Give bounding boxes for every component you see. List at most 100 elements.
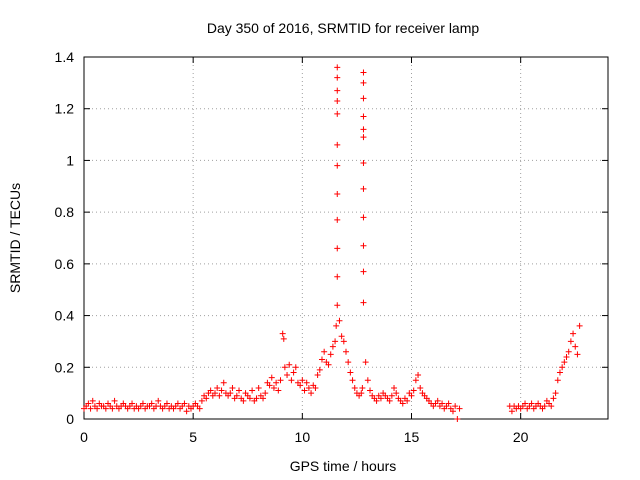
plot-frame (83, 56, 609, 420)
data-point (360, 79, 367, 86)
data-point (360, 242, 367, 249)
data-point (270, 384, 277, 391)
data-point (214, 384, 221, 391)
data-point (393, 390, 400, 397)
data-point (334, 110, 341, 117)
data-point (360, 214, 367, 221)
data-point (279, 330, 286, 337)
data-point (94, 405, 101, 412)
data-point (351, 384, 358, 391)
data-point (148, 400, 155, 407)
data-point (360, 113, 367, 120)
data-point (452, 403, 459, 410)
data-point (561, 359, 568, 366)
data-point (373, 397, 380, 404)
data-point (391, 384, 398, 391)
data-point (334, 97, 341, 104)
data-point (345, 359, 352, 366)
data-point (556, 369, 563, 376)
data-point (347, 369, 354, 376)
data-point (292, 364, 299, 371)
data-point (528, 400, 535, 407)
data-point (203, 395, 210, 402)
y-tick-label: 0.8 (55, 204, 75, 220)
data-point (334, 87, 341, 94)
data-point (181, 400, 188, 407)
data-point (277, 377, 284, 384)
data-point (449, 408, 456, 415)
data-point (570, 330, 577, 337)
y-tick-label: 0.2 (55, 359, 75, 375)
data-point (229, 384, 236, 391)
data-point (333, 322, 340, 329)
data-point (349, 377, 356, 384)
data-point (360, 160, 367, 167)
data-point (417, 384, 424, 391)
data-point (338, 333, 345, 340)
data-point (360, 268, 367, 275)
data-point (207, 387, 214, 394)
data-point (253, 395, 260, 402)
data-point (268, 374, 275, 381)
data-point (576, 322, 583, 329)
data-point (109, 405, 116, 412)
data-point (266, 382, 273, 389)
data-point (541, 403, 548, 410)
data-point (574, 351, 581, 358)
data-point (410, 387, 417, 394)
data-point (360, 185, 367, 192)
y-tick-label: 1 (66, 152, 74, 168)
data-point (554, 377, 561, 384)
data-point (334, 141, 341, 148)
data-point (297, 382, 304, 389)
data-point (316, 366, 323, 373)
data-point (233, 392, 240, 399)
data-point (334, 245, 341, 252)
data-point (404, 397, 411, 404)
data-point (321, 348, 328, 355)
data-point (196, 405, 203, 412)
data-point (327, 351, 334, 358)
data-point (102, 405, 109, 412)
data-point (280, 335, 287, 342)
data-point (281, 364, 288, 371)
data-point (246, 395, 253, 402)
data-point (445, 400, 452, 407)
data-point (508, 408, 515, 415)
data-point (220, 379, 227, 386)
y-axis-label: SRMTID / TECUs (7, 183, 23, 293)
data-point (255, 384, 262, 391)
data-point (334, 162, 341, 169)
x-tick-label: 0 (80, 429, 88, 445)
chart-title: Day 350 of 2016, SRMTID for receiver lam… (207, 20, 480, 36)
data-point (412, 377, 419, 384)
data-point (288, 377, 295, 384)
data-point (334, 191, 341, 198)
data-point (565, 348, 572, 355)
data-point (301, 387, 308, 394)
y-tick-label: 0.4 (55, 308, 75, 324)
data-points (81, 64, 583, 422)
data-point (360, 95, 367, 102)
x-tick-label: 20 (513, 429, 529, 445)
data-point (399, 400, 406, 407)
data-point (334, 64, 341, 71)
data-point (386, 397, 393, 404)
data-point (139, 400, 146, 407)
data-point (559, 364, 566, 371)
data-point (456, 405, 463, 412)
data-point (358, 390, 365, 397)
data-point (286, 361, 293, 368)
data-point (212, 390, 218, 397)
data-point (415, 372, 422, 379)
data-point (284, 372, 291, 379)
data-point (314, 372, 321, 379)
data-point (329, 343, 336, 350)
x-tick-label: 5 (189, 429, 197, 445)
data-point (275, 387, 282, 394)
y-tick-label: 1.2 (55, 101, 75, 117)
data-point (567, 338, 574, 345)
data-point (305, 384, 312, 391)
data-point (111, 397, 118, 404)
data-point (360, 69, 367, 76)
